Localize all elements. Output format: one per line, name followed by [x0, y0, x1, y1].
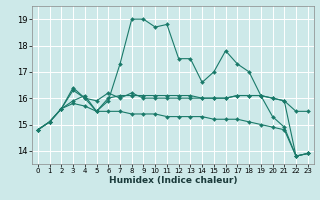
X-axis label: Humidex (Indice chaleur): Humidex (Indice chaleur) — [108, 176, 237, 185]
